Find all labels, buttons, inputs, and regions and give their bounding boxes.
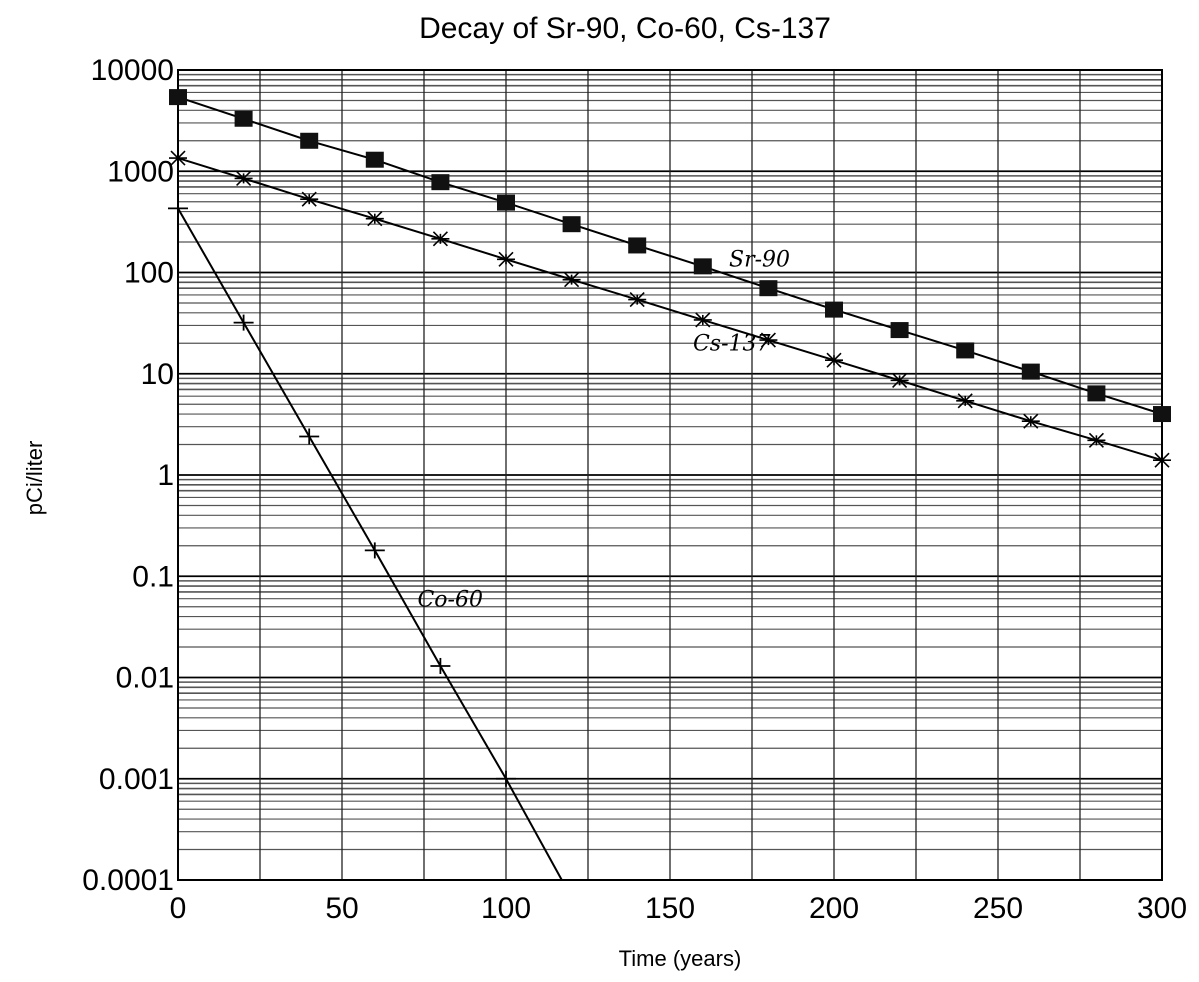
x-tick-label: 250 [973, 892, 1023, 925]
x-tick-label: 50 [325, 892, 358, 925]
data-point [693, 312, 712, 328]
data-point [562, 272, 581, 288]
annotations: Sr-90 Cs-137 Co-60 [417, 247, 790, 612]
plot-border [177, 69, 1163, 881]
data-point [956, 342, 975, 359]
data-point [1087, 432, 1106, 448]
x-tick-label: 300 [1137, 892, 1187, 925]
y-tick-label: 0.01 [116, 662, 174, 695]
data-point [168, 200, 188, 217]
series-line-cs-137 [177, 157, 1163, 462]
y-tick-label: 0.001 [99, 763, 174, 796]
x-tick-label: 200 [809, 892, 859, 925]
data-point [169, 150, 187, 166]
series-co-60 [168, 200, 563, 881]
data-point [300, 191, 319, 207]
data-point [497, 251, 515, 267]
y-tick-label: 10 [141, 358, 174, 391]
data-point [496, 770, 516, 787]
series-line-sr-90 [177, 96, 1163, 415]
data-point [1153, 406, 1171, 423]
data-point [169, 89, 187, 106]
y-tick-label: 0.1 [132, 560, 174, 593]
series-annotation: Co-60 [417, 588, 483, 613]
grid [178, 69, 1162, 881]
data-point [299, 428, 320, 445]
y-axis-label: pCi/liter [22, 441, 47, 516]
data-point [431, 231, 450, 247]
data-point [628, 292, 647, 308]
data-point [1021, 363, 1040, 380]
series-cs-137 [169, 150, 1171, 468]
data-point [233, 314, 254, 331]
data-point [693, 258, 712, 275]
data-point [890, 372, 909, 388]
data-point [430, 657, 451, 674]
data-point [234, 110, 253, 127]
data-point [364, 542, 385, 559]
data-point [1021, 413, 1040, 429]
y-axis-ticks: 10000 1000 100 10 1 0.1 0.01 0.001 0.0001 [82, 54, 174, 897]
data-point [956, 393, 975, 409]
data-point [497, 194, 515, 211]
data-point [431, 174, 450, 191]
data-point [825, 301, 843, 318]
y-tick-label: 100 [124, 257, 174, 290]
data-point [365, 151, 384, 168]
series-annotation: Sr-90 [729, 247, 790, 272]
series-annotation: Cs-137 [693, 331, 771, 356]
series-sr-90 [169, 89, 1171, 423]
data-point [890, 322, 909, 339]
y-tick-label: 1 [157, 459, 174, 492]
plot-frame [177, 69, 1163, 881]
y-tick-label: 0.0001 [82, 864, 174, 897]
x-tick-label: 0 [170, 892, 187, 925]
x-axis-ticks: 0 50 100 150 200 250 300 [170, 892, 1187, 925]
data-point [234, 170, 253, 186]
data-point [300, 132, 319, 149]
data-point [1153, 452, 1171, 468]
data-point [1087, 385, 1106, 402]
x-tick-label: 150 [645, 892, 695, 925]
data-point [825, 352, 843, 368]
data-point [365, 211, 384, 227]
series-group [168, 89, 1171, 881]
data-point [628, 237, 647, 254]
data-point [562, 216, 581, 233]
data-point [759, 280, 778, 297]
y-tick-label: 10000 [91, 54, 174, 87]
y-tick-label: 1000 [107, 155, 174, 188]
x-tick-label: 100 [481, 892, 531, 925]
data-point [759, 332, 778, 348]
chart-title: Decay of Sr-90, Co-60, Cs-137 [419, 12, 831, 45]
x-axis-label: Time (years) [619, 946, 742, 971]
